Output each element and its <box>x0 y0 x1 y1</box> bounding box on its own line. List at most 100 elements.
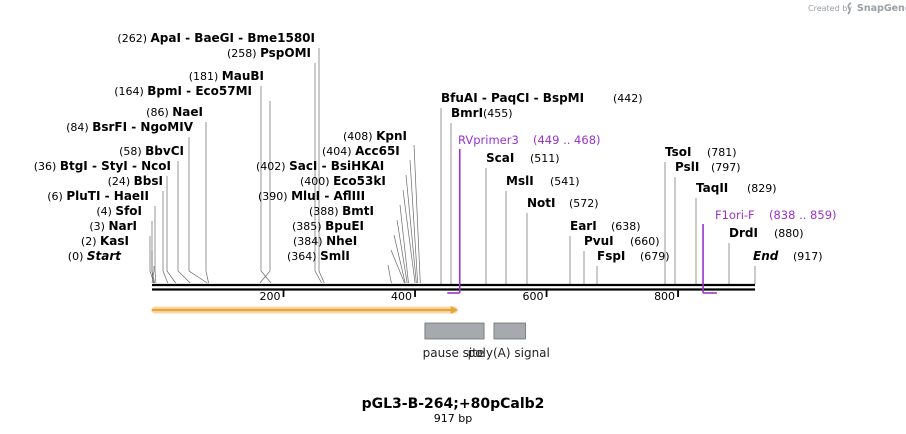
primer-name: RVprimer3 <box>458 133 519 147</box>
snapgene-logo-icon <box>847 2 852 15</box>
svg-text:(24) BbsI: (24) BbsI <box>108 174 163 188</box>
left-site-maubi-leader <box>260 86 272 284</box>
primer-range: (838 .. 859) <box>769 208 837 222</box>
mid-site-bpuei-leader <box>393 234 406 284</box>
map-title-block: pGL3-B-264;+80pCalb2 917 bp <box>362 396 545 425</box>
site-position-label: (511) <box>530 152 560 165</box>
site-enzyme-name: Acc65I <box>355 144 400 158</box>
left-site-bbvci-leader <box>177 161 191 284</box>
site-position-label: (660) <box>630 235 660 248</box>
svg-text:TaqII: TaqII <box>696 181 728 195</box>
site-position-label: (797) <box>711 161 741 174</box>
svg-text:MslI: MslI <box>506 174 534 188</box>
site-position-label: (4) <box>96 205 115 218</box>
site-position-label: (442) <box>613 92 643 105</box>
left-site-pluti-haeii-leader <box>154 206 157 284</box>
site-enzyme-name: PspOMI <box>260 46 311 60</box>
svg-text:(6) PluTI - HaeII: (6) PluTI - HaeII <box>47 189 149 203</box>
site-enzyme-name: SfoI <box>115 204 142 218</box>
credit-created-by: Created by <box>808 4 852 13</box>
site-enzyme-name: TsoI <box>665 145 691 159</box>
site-enzyme-name: BmrI <box>451 106 483 120</box>
left-site-bpmi-eco57mi-leader <box>259 101 271 284</box>
site-position-label: (880) <box>774 227 804 240</box>
mid-site-eco53ki-leader <box>402 189 416 284</box>
site-position-label: (2) <box>81 235 100 248</box>
svg-text:BfuAI - PaqCI - BspMI: BfuAI - PaqCI - BspMI <box>441 91 584 105</box>
left-site-btgi-styi-ncoi-leader <box>166 176 176 284</box>
tick-200: 200 <box>260 290 285 303</box>
site-enzyme-name: MauBI <box>222 69 264 83</box>
site-position-label: (390) <box>258 190 291 203</box>
mid-site-kpni-leader <box>413 144 421 284</box>
svg-text:(86) NaeI: (86) NaeI <box>146 105 203 119</box>
site-enzyme-name: TaqII <box>696 181 728 195</box>
site-position-label: (385) <box>292 220 325 233</box>
site-enzyme-name: EarI <box>570 219 597 233</box>
mid-site-eco53ki: (400) Eco53kI <box>300 174 386 188</box>
left-site-bsrfi-ngomiv-leader <box>188 137 208 284</box>
svg-text:(404) Acc65I: (404) Acc65I <box>322 144 400 158</box>
svg-text:(402) SacI - BsiHKAI: (402) SacI - BsiHKAI <box>256 159 384 173</box>
site-enzyme-name: KpnI <box>376 129 407 143</box>
site-enzyme-name: FspI <box>597 249 625 263</box>
feature-poly-a-signal-label: poly(A) signal <box>468 346 550 360</box>
site-position-label: (917) <box>793 250 823 263</box>
left-site-apai-baegi-bme1580i: (262) ApaI - BaeGI - Bme1580I <box>117 31 315 45</box>
site-position-label: (6) <box>47 190 66 203</box>
site-position-label: (262) <box>117 32 150 45</box>
left-site-bbsi: (24) BbsI <box>108 174 163 188</box>
left-site-kasi: (2) KasI <box>81 234 129 248</box>
svg-text:(58) BbvCI: (58) BbvCI <box>119 144 184 158</box>
svg-text:(385) BpuEI: (385) BpuEI <box>292 219 364 233</box>
svg-text:(2) KasI: (2) KasI <box>81 234 129 248</box>
svg-text:(390) MluI - AflIII: (390) MluI - AflIII <box>258 189 365 203</box>
site-enzyme-name: NaeI <box>172 105 203 119</box>
svg-text:PslI: PslI <box>675 160 699 174</box>
right-site-pvui: PvuI (660) <box>584 234 660 248</box>
site-position-label: (572) <box>569 197 599 210</box>
site-position-label: (0) <box>68 250 87 263</box>
left-site-maubi: (181) MauBI <box>189 69 264 83</box>
svg-text:BmrI: BmrI <box>451 106 483 120</box>
tick-label: 600 <box>523 290 544 303</box>
site-position-label: (86) <box>146 106 172 119</box>
site-enzyme-name: DrdI <box>729 226 758 240</box>
site-enzyme-name: BpuEI <box>325 219 364 233</box>
site-enzyme-name: End <box>753 249 779 263</box>
site-position-label: (24) <box>108 175 134 188</box>
site-position-label: (258) <box>227 47 260 60</box>
left-site-bsrfi-ngomiv: (84) BsrFI - NgoMIV <box>66 120 194 134</box>
svg-text:(408) KpnI: (408) KpnI <box>343 129 407 143</box>
tick-600: 600 <box>523 290 548 303</box>
svg-text:(400) Eco53kI: (400) Eco53kI <box>300 174 386 188</box>
site-position-label: (679) <box>640 250 670 263</box>
left-site-pspomi-leader <box>314 63 322 284</box>
site-position-label: (829) <box>747 182 777 195</box>
svg-text:DrdI: DrdI <box>729 226 758 240</box>
site-enzyme-name: AflIII <box>333 189 365 203</box>
mid-site-bpuei: (385) BpuEI <box>292 219 364 233</box>
right-site-end: End (917) <box>753 249 823 263</box>
site-enzyme-name: Eco57MI <box>195 84 252 98</box>
site-enzyme-name: PaqCI <box>491 91 529 105</box>
site-position-label: (36) <box>34 160 60 173</box>
site-enzyme-name: NarI <box>108 219 137 233</box>
site-position-label: (384) <box>293 235 326 248</box>
tick-label: 800 <box>654 290 675 303</box>
tick-label: 400 <box>391 290 412 303</box>
svg-text:EarI: EarI <box>570 219 597 233</box>
svg-text:(84) BsrFI - NgoMIV: (84) BsrFI - NgoMIV <box>66 120 194 134</box>
right-site-psli: PslI (797) <box>675 160 741 174</box>
site-enzyme-name: BfuAI <box>441 91 478 105</box>
site-enzyme-name: BmtI <box>342 204 374 218</box>
site-enzyme-name: SacI <box>289 159 317 173</box>
site-enzyme-name: NotI <box>527 196 556 210</box>
site-enzyme-name: Bme1580I <box>247 31 315 45</box>
right-site-taqii: TaqII (829) <box>696 181 777 195</box>
site-position-label: (404) <box>322 145 355 158</box>
mid-site-bmti-leader <box>396 219 408 284</box>
svg-text:End: End <box>753 249 779 263</box>
tick-400: 400 <box>391 290 416 303</box>
